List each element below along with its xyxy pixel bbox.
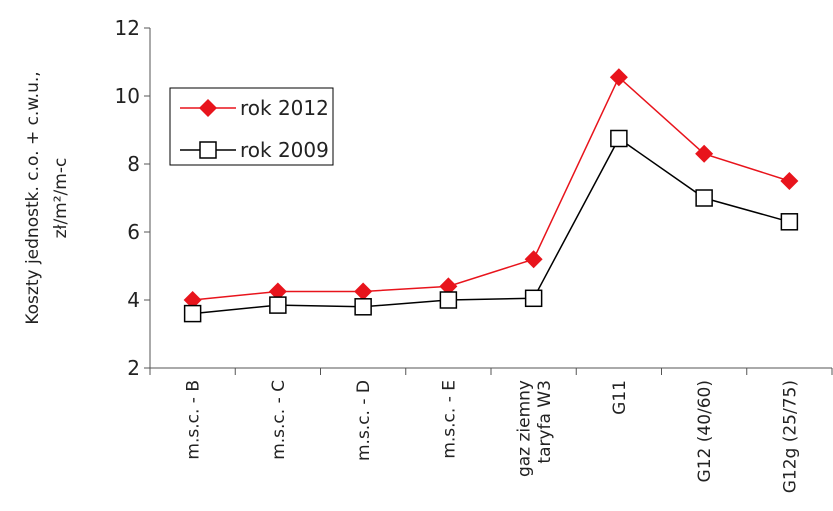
y-axis-label: Koszty jednostk. c.o. + c.w.u., bbox=[23, 71, 43, 324]
legend-label: rok 2012 bbox=[240, 96, 329, 120]
x-tick-label: m.s.c. - B bbox=[184, 380, 204, 460]
point bbox=[199, 141, 217, 159]
point bbox=[695, 144, 714, 163]
point bbox=[354, 282, 373, 301]
legend: rok 2012 rok 2009 bbox=[169, 87, 334, 166]
point bbox=[183, 304, 202, 323]
y-tick-label: 4 bbox=[127, 288, 140, 312]
x-tick-label: m.s.c. - C bbox=[269, 380, 289, 460]
point bbox=[780, 172, 799, 190]
y-tick-label: 12 bbox=[115, 16, 140, 40]
point bbox=[183, 291, 202, 309]
point bbox=[199, 99, 217, 117]
point bbox=[439, 291, 458, 309]
x-tick-label: G12 (40/60) bbox=[695, 380, 715, 482]
series-line bbox=[192, 76, 790, 301]
y-axis-label: zł/m²/m-c bbox=[51, 158, 71, 239]
point bbox=[524, 250, 543, 269]
y-tick-label: 2 bbox=[127, 356, 140, 380]
x-tick-label: m.s.c. - D bbox=[354, 380, 374, 461]
point bbox=[268, 282, 287, 301]
x-tick-label: gaz ziemnytaryfa W3 bbox=[514, 380, 554, 477]
y-tick-label: 8 bbox=[127, 152, 140, 176]
point bbox=[354, 298, 372, 316]
point bbox=[439, 277, 458, 296]
point bbox=[524, 289, 543, 308]
y-tick-label: 10 bbox=[115, 84, 140, 108]
x-tick-label: m.s.c. - E bbox=[439, 380, 459, 459]
legend-label: rok 2009 bbox=[240, 138, 329, 162]
x-tick-label: G11 bbox=[610, 380, 630, 415]
legend-box bbox=[169, 87, 334, 166]
point bbox=[780, 213, 799, 231]
x-tick-label: G12g (25/75) bbox=[780, 380, 800, 493]
y-tick-label: 6 bbox=[127, 220, 140, 244]
point bbox=[610, 129, 628, 148]
point bbox=[269, 296, 287, 314]
series-line bbox=[192, 137, 790, 315]
point bbox=[695, 189, 713, 207]
point bbox=[609, 68, 628, 87]
